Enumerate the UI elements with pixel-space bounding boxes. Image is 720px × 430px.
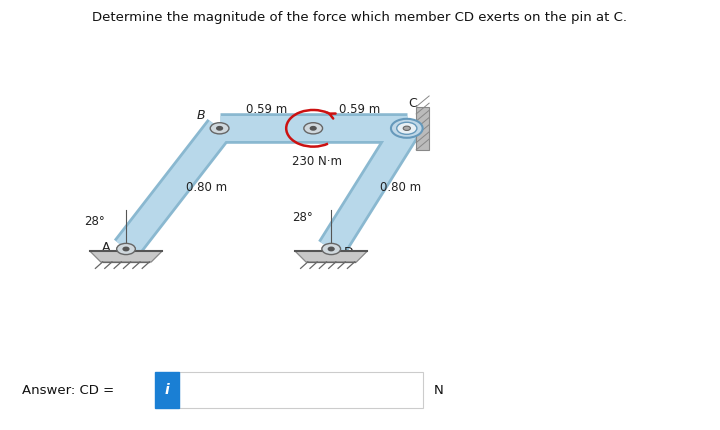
Circle shape [328,248,334,251]
Text: N: N [434,383,444,396]
Circle shape [403,127,410,131]
Text: A: A [102,241,110,254]
Text: 28°: 28° [292,211,313,224]
FancyBboxPatch shape [155,372,179,408]
Text: 230 N·m: 230 N·m [292,155,342,168]
Text: C: C [408,97,417,110]
Text: 0.59 m: 0.59 m [246,102,287,115]
Circle shape [310,127,316,131]
FancyBboxPatch shape [179,372,423,408]
Text: i: i [164,382,169,396]
Text: B: B [197,108,205,121]
Polygon shape [90,252,162,262]
Circle shape [322,244,341,255]
Circle shape [391,120,423,138]
Text: Answer: CD =: Answer: CD = [22,383,118,396]
Text: 0.80 m: 0.80 m [380,181,421,194]
Text: Determine the magnitude of the force which member CD exerts on the pin at C.: Determine the magnitude of the force whi… [92,11,628,24]
Bar [416,108,429,150]
Circle shape [123,248,129,251]
Text: 28°: 28° [84,215,104,228]
Circle shape [217,127,222,131]
Polygon shape [295,252,367,262]
Text: 0.59 m: 0.59 m [339,102,381,115]
Circle shape [397,123,417,135]
Text: D: D [344,245,354,258]
Circle shape [304,123,323,135]
Circle shape [210,123,229,135]
Circle shape [117,244,135,255]
Text: 0.80 m: 0.80 m [186,181,227,194]
